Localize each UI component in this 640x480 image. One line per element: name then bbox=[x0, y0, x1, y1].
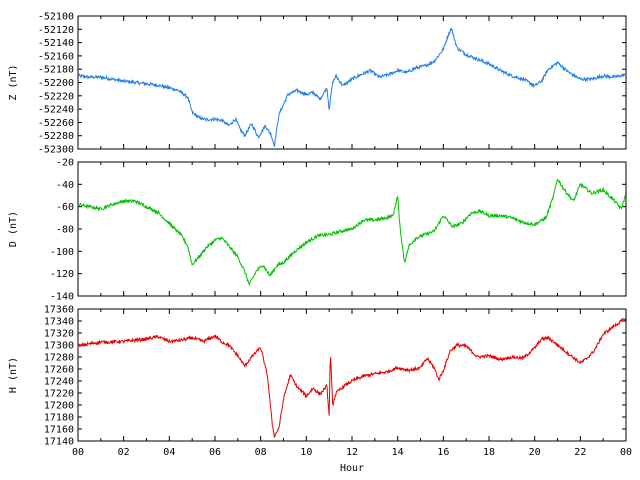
y-tick-label: 17300 bbox=[44, 341, 74, 352]
x-tick-label: 00 bbox=[620, 447, 632, 458]
x-tick-label: 10 bbox=[300, 447, 312, 458]
y-tick-label: 17140 bbox=[44, 437, 74, 448]
y-tick-label: -140 bbox=[50, 292, 74, 303]
plot-frame-0 bbox=[77, 15, 627, 150]
x-tick-label: 18 bbox=[483, 447, 495, 458]
y-axis-label: D (nT) bbox=[8, 211, 19, 247]
y-tick-label: -52120 bbox=[38, 25, 74, 36]
x-tick-label: 08 bbox=[255, 447, 267, 458]
y-tick-label: -100 bbox=[50, 247, 74, 258]
y-tick-label: -52300 bbox=[38, 145, 74, 156]
x-tick-label: 12 bbox=[346, 447, 358, 458]
x-tick-label: 06 bbox=[209, 447, 221, 458]
x-tick-label: 00 bbox=[72, 447, 84, 458]
y-tick-label: 17280 bbox=[44, 353, 74, 364]
series-line-2 bbox=[77, 317, 627, 439]
y-tick-label: -52280 bbox=[38, 131, 74, 142]
y-tick-label: -80 bbox=[56, 225, 74, 236]
y-tick-label: 17220 bbox=[44, 389, 74, 400]
y-tick-label: -52260 bbox=[38, 118, 74, 129]
y-tick-label: 17360 bbox=[44, 305, 74, 316]
x-tick-label: 04 bbox=[163, 447, 175, 458]
y-tick-label: -60 bbox=[56, 202, 74, 213]
y-tick-label: -20 bbox=[56, 158, 74, 169]
series-line-1 bbox=[77, 178, 627, 286]
x-axis-label: Hour bbox=[340, 463, 364, 474]
y-tick-label: -52140 bbox=[38, 38, 74, 49]
y-tick-label: 17240 bbox=[44, 377, 74, 388]
y-tick-label: -52180 bbox=[38, 65, 74, 76]
y-tick-label: -40 bbox=[56, 180, 74, 191]
y-tick-label: 17340 bbox=[44, 317, 74, 328]
x-tick-label: 20 bbox=[529, 447, 541, 458]
y-tick-label: 17320 bbox=[44, 329, 74, 340]
y-tick-label: 17180 bbox=[44, 413, 74, 424]
x-tick-label: 16 bbox=[437, 447, 449, 458]
y-axis-label: Z (nT) bbox=[8, 64, 19, 100]
plot-frame-2 bbox=[77, 308, 627, 442]
y-tick-label: -52100 bbox=[38, 12, 74, 23]
y-tick-label: -120 bbox=[50, 269, 74, 280]
y-tick-label: -52220 bbox=[38, 91, 74, 102]
series-line-0 bbox=[77, 27, 627, 147]
y-tick-label: -52240 bbox=[38, 105, 74, 116]
x-tick-label: 14 bbox=[392, 447, 404, 458]
y-tick-label: 17260 bbox=[44, 365, 74, 376]
y-axis-label: H (nT) bbox=[8, 357, 19, 393]
x-tick-label: 02 bbox=[118, 447, 130, 458]
y-tick-label: -52200 bbox=[38, 78, 74, 89]
y-tick-label: 17200 bbox=[44, 401, 74, 412]
y-tick-label: 17160 bbox=[44, 425, 74, 436]
x-tick-label: 22 bbox=[574, 447, 586, 458]
y-tick-label: -52160 bbox=[38, 51, 74, 62]
